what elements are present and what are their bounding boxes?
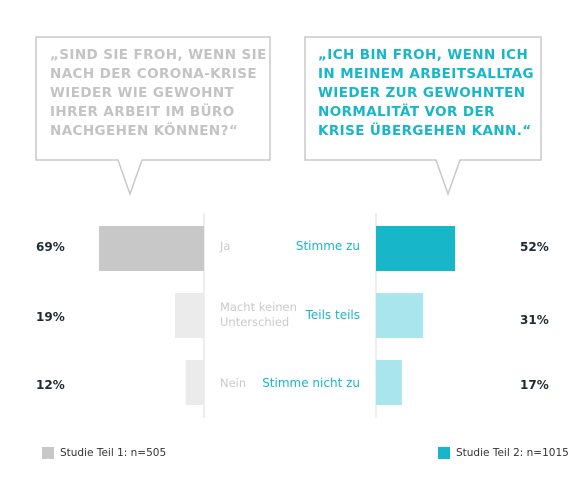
- right-bar-1: [376, 226, 456, 271]
- left-question-bubble: „SIND SIE FROH, WENN SIE NACH DER CORONA…: [0, 0, 290, 200]
- left-question-text: „SIND SIE FROH, WENN SIE NACH DER CORONA…: [50, 47, 267, 139]
- left-value-label: 12%: [36, 378, 65, 392]
- right-bar-2: [376, 293, 424, 338]
- right-category-label: Teils teils: [305, 308, 360, 322]
- right-bar-3: [376, 360, 402, 405]
- legend-label-left: Studie Teil 1: n=505: [60, 447, 167, 459]
- right-value-label: 52%: [520, 240, 549, 254]
- legend-swatch-left: [42, 447, 54, 459]
- right-value-label: 31%: [520, 313, 549, 327]
- right-question-text: „ICH BIN FROH, WENN ICH IN MEINEM ARBEIT…: [318, 47, 534, 139]
- right-category-label: Stimme zu: [295, 239, 360, 253]
- left-bar-3: [185, 360, 204, 405]
- left-value-label: 69%: [36, 240, 65, 254]
- left-bar-1: [99, 226, 204, 271]
- left-category-label: Ja: [220, 239, 231, 253]
- legend-item-right: Studie Teil 2: n=1015: [438, 447, 569, 459]
- legend-swatch-right: [438, 447, 450, 459]
- right-question-bubble: „ICH BIN FROH, WENN ICH IN MEINEM ARBEIT…: [290, 0, 580, 200]
- right-bubble-shape: [304, 36, 542, 197]
- left-bubble-shape: [35, 36, 271, 197]
- legend-item-left: Studie Teil 1: n=505: [42, 447, 166, 459]
- right-category-label: Stimme nicht zu: [262, 376, 360, 390]
- left-value-label: 19%: [36, 310, 65, 324]
- left-bar-2: [175, 293, 204, 338]
- left-category-label: Macht keinen Unterschied: [220, 300, 297, 329]
- left-category-label: Nein: [220, 376, 247, 390]
- right-value-label: 17%: [520, 378, 549, 392]
- legend-label-right: Studie Teil 2: n=1015: [456, 447, 569, 459]
